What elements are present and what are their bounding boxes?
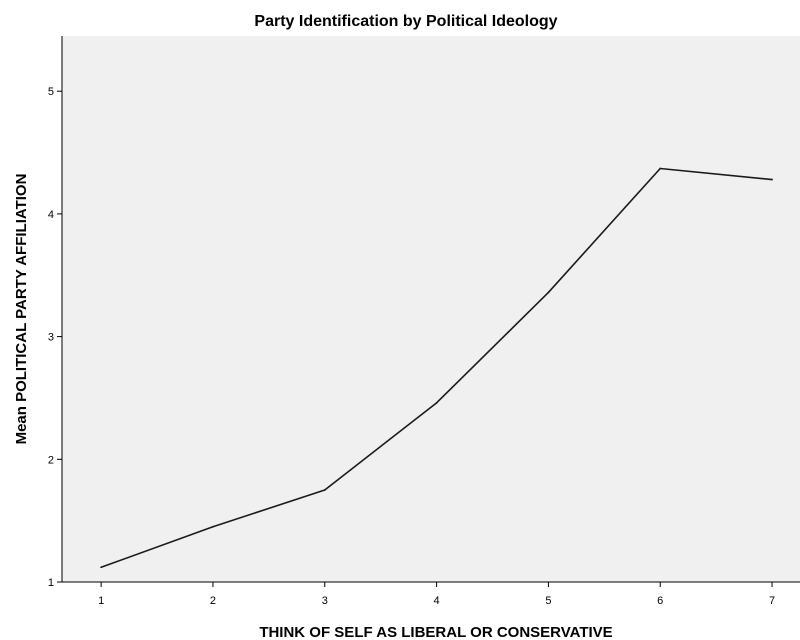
y-tick-label: 5 bbox=[48, 86, 54, 98]
data-point bbox=[435, 401, 438, 404]
data-point bbox=[547, 291, 550, 294]
data-point bbox=[659, 167, 662, 170]
data-point bbox=[100, 566, 103, 569]
y-tick-label: 2 bbox=[48, 454, 54, 466]
y-axis-label: Mean POLITICAL PARTY AFFILIATION bbox=[13, 174, 30, 445]
x-axis-label: THINK OF SELF AS LIBERAL OR CONSERVATIVE bbox=[259, 624, 612, 640]
x-tick-label: 5 bbox=[545, 595, 551, 607]
data-point bbox=[771, 178, 773, 181]
data-point bbox=[323, 489, 326, 491]
plot-area bbox=[62, 36, 800, 582]
chart-title: Party Identification by Political Ideolo… bbox=[254, 13, 557, 30]
series-layer bbox=[100, 167, 773, 569]
y-axis: 1 2 3 4 5 bbox=[48, 36, 63, 589]
y-tick-label: 3 bbox=[48, 332, 54, 344]
x-tick-label: 4 bbox=[434, 595, 440, 607]
x-tick-label: 1 bbox=[98, 595, 104, 607]
x-tick-label: 6 bbox=[657, 595, 663, 607]
y-tick-label: 4 bbox=[48, 209, 54, 221]
x-tick-label: 2 bbox=[210, 595, 216, 607]
data-point bbox=[212, 525, 214, 528]
x-tick-label: 3 bbox=[322, 595, 328, 607]
x-tick-label: 7 bbox=[769, 595, 775, 607]
x-axis: 1 2 3 4 5 6 7 bbox=[62, 581, 800, 607]
y-tick-label: 1 bbox=[48, 577, 54, 589]
